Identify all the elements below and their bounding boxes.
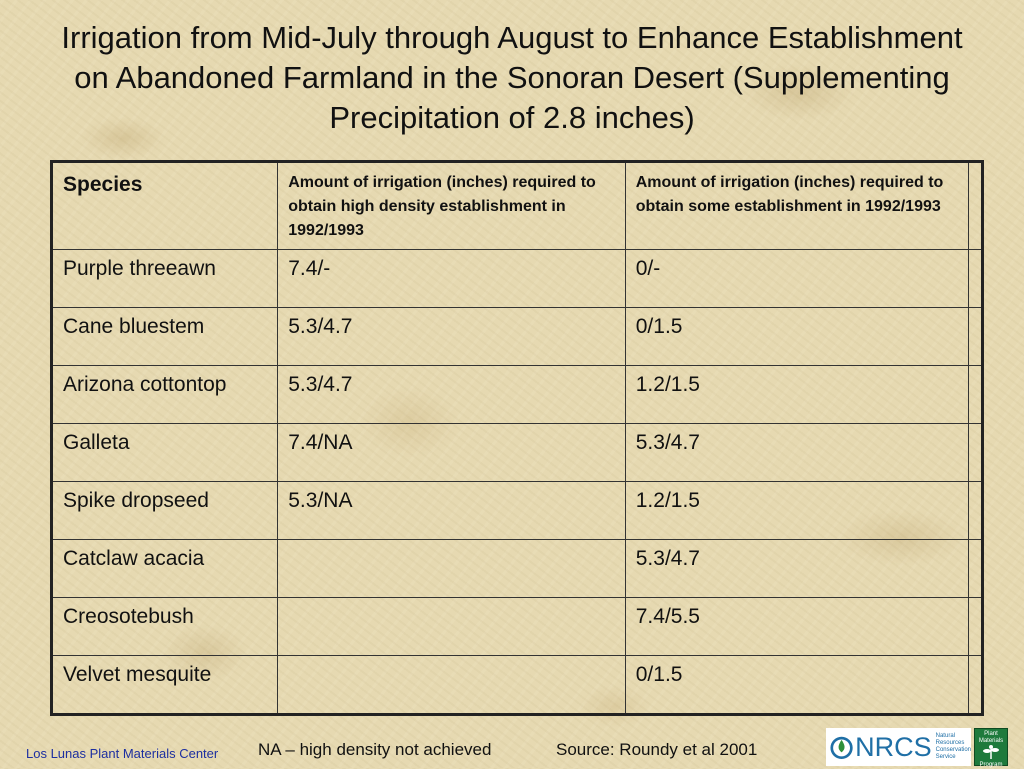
pmp-logo-line: Plant	[984, 731, 998, 737]
cell-some-establishment: 1.2/1.5	[624, 365, 969, 424]
footer-note: NA – high density not achieved	[258, 740, 492, 759]
header-extra	[967, 161, 984, 250]
cell-some-establishment: 0/1.5	[624, 307, 969, 366]
cell-extra	[967, 655, 984, 715]
cell-extra	[967, 539, 984, 598]
pmp-logo-line: Program	[979, 762, 1003, 768]
cell-extra	[967, 365, 984, 424]
table-row: Catclaw acacia 5.3/4.7	[50, 539, 984, 598]
cell-some-establishment: 5.3/4.7	[624, 423, 969, 482]
table-row: Velvet mesquite 0/1.5	[50, 655, 984, 715]
cell-some-establishment: 1.2/1.5	[624, 481, 969, 540]
cell-species: Galleta	[50, 423, 279, 482]
cell-extra	[967, 597, 984, 656]
table-row: Purple threeawn 7.4/- 0/-	[50, 249, 984, 308]
nrcs-logo: NRCS Natural Resources Conservation Serv…	[826, 728, 971, 766]
cell-some-establishment: 0/-	[624, 249, 969, 308]
cell-extra	[967, 249, 984, 308]
cell-some-establishment: 5.3/4.7	[624, 539, 969, 598]
nrcs-logo-text: NRCS	[855, 731, 932, 762]
cell-species: Spike dropseed	[50, 481, 279, 540]
footer-source: Source: Roundy et al 2001	[556, 740, 758, 759]
plant-icon	[983, 745, 999, 759]
nrcs-sub-line: Conservation	[935, 747, 971, 753]
nrcs-sub-line: Resources	[935, 740, 965, 746]
cell-some-establishment: 0/1.5	[624, 655, 969, 715]
footer-credit: Los Lunas Plant Materials Center	[26, 746, 219, 761]
cell-species: Purple threeawn	[50, 249, 279, 308]
header-species: Species	[50, 161, 279, 250]
table-row: Arizona cottontop 5.3/4.7 1.2/1.5	[50, 365, 984, 424]
cell-extra	[967, 423, 984, 482]
cell-some-establishment: 7.4/5.5	[624, 597, 969, 656]
plant-materials-logo: Plant Materials Program	[974, 728, 1008, 768]
nrcs-sub-line: Service	[935, 754, 956, 760]
cell-extra	[967, 307, 984, 366]
header-some-establishment: Amount of irrigation (inches) required t…	[624, 161, 969, 250]
cell-species: Cane bluestem	[50, 307, 279, 366]
cell-species: Catclaw acacia	[50, 539, 279, 598]
cell-species: Creosotebush	[50, 597, 279, 656]
cell-high-density: 5.3/4.7	[277, 307, 626, 366]
cell-high-density: 7.4/NA	[277, 423, 626, 482]
table-row: Cane bluestem 5.3/4.7 0/1.5	[50, 307, 984, 366]
cell-high-density	[277, 655, 626, 715]
cell-high-density	[277, 539, 626, 598]
cell-high-density: 5.3/NA	[277, 481, 626, 540]
pmp-logo-line: Materials	[978, 738, 1004, 744]
cell-high-density: 7.4/-	[277, 249, 626, 308]
slide-title: Irrigation from Mid-July through August …	[61, 20, 963, 135]
nrcs-logo-subtext: Natural Resources Conservation Service	[936, 733, 971, 761]
cell-high-density	[277, 597, 626, 656]
cell-species: Arizona cottontop	[50, 365, 279, 424]
irrigation-table: Species Amount of irrigation (inches) re…	[50, 160, 984, 716]
table-header-row: Species Amount of irrigation (inches) re…	[50, 161, 984, 250]
cell-extra	[967, 481, 984, 540]
cell-species: Velvet mesquite	[50, 655, 279, 715]
header-high-density: Amount of irrigation (inches) required t…	[277, 161, 626, 250]
cell-high-density: 5.3/4.7	[277, 365, 626, 424]
water-drop-icon	[830, 736, 853, 760]
table-row: Spike dropseed 5.3/NA 1.2/1.5	[50, 481, 984, 540]
table-row: Creosotebush 7.4/5.5	[50, 597, 984, 656]
nrcs-sub-line: Natural	[935, 733, 955, 739]
table-row: Galleta 7.4/NA 5.3/4.7	[50, 423, 984, 482]
